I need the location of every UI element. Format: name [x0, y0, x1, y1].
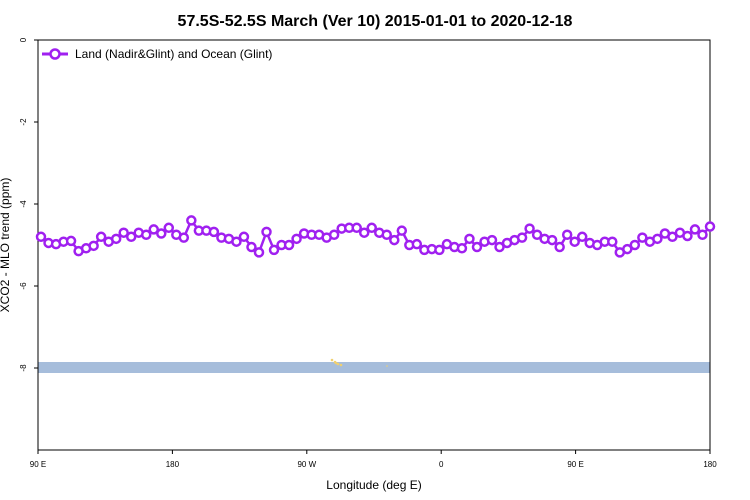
data-point	[186, 215, 197, 226]
data-point	[65, 235, 77, 247]
y-tick-label: 0	[19, 37, 28, 42]
y-tick-label: -4	[19, 200, 28, 208]
data-point	[110, 233, 122, 245]
data-point	[516, 232, 528, 243]
data-point	[156, 228, 167, 239]
legend-entry-label: Land (Nadir&Glint) and Ocean (Glint)	[75, 47, 272, 61]
data-point	[231, 236, 242, 247]
land-patch	[339, 363, 343, 367]
data-point	[88, 240, 99, 252]
x-tick-label: 90 W	[297, 460, 316, 469]
ocean-band	[38, 362, 710, 373]
data-point	[358, 227, 370, 238]
legend-marker-swatch	[49, 48, 61, 60]
data-point	[246, 241, 257, 253]
data-point	[667, 231, 678, 243]
land-patch	[330, 358, 334, 362]
data-point	[524, 223, 535, 234]
data-point	[637, 232, 648, 243]
data-point	[95, 231, 107, 243]
data-point	[238, 231, 250, 243]
land-patch	[386, 365, 388, 367]
y-axis-label: XCO2 - MLO trend (ppm)	[0, 178, 12, 313]
data-point	[607, 236, 618, 247]
chart-title: 57.5S-52.5S March (Ver 10) 2015-01-01 to…	[178, 13, 573, 30]
data-point	[494, 241, 505, 253]
data-point	[163, 222, 175, 234]
data-point	[682, 230, 693, 242]
data-point	[118, 227, 129, 238]
x-axis-label: Longitude (deg E)	[326, 478, 421, 492]
data-point	[622, 243, 633, 255]
land-patch	[334, 361, 338, 365]
data-point	[389, 234, 400, 246]
data-point	[411, 238, 423, 250]
x-axis: 90 E 180 90 W 0 90 E 180	[30, 450, 717, 469]
y-tick-label: -2	[19, 118, 28, 126]
data-point	[434, 244, 445, 256]
data-point	[652, 233, 663, 245]
data-point	[689, 224, 701, 235]
data-point	[569, 236, 580, 247]
data-point	[576, 231, 588, 243]
data-point	[328, 229, 340, 240]
data-point	[396, 225, 408, 236]
data-point	[208, 226, 220, 238]
y-tick-label: -6	[19, 282, 28, 290]
data-point	[531, 229, 543, 240]
plot-frame	[37, 39, 711, 451]
data-point	[471, 241, 483, 253]
data-point	[629, 239, 641, 251]
land-patch	[336, 362, 340, 366]
x-tick-label: 0	[439, 460, 444, 469]
data-point	[253, 247, 265, 258]
data-point	[456, 243, 468, 254]
data-point	[554, 241, 565, 253]
data-point	[178, 232, 190, 243]
data-point	[261, 226, 272, 238]
data-point	[351, 222, 362, 234]
data-point	[140, 229, 152, 240]
data-point	[464, 233, 475, 245]
data-point	[268, 244, 280, 256]
x-tick-label: 90 E	[30, 460, 46, 469]
legend: Land (Nadir&Glint) and Ocean (Glint)	[42, 47, 272, 61]
data-point	[35, 231, 47, 243]
data-point	[486, 234, 498, 246]
x-tick-label: 180	[703, 460, 717, 469]
series-layer	[35, 215, 716, 258]
data-point	[148, 224, 160, 235]
data-point	[546, 234, 558, 246]
data-point	[291, 233, 302, 245]
data-point	[697, 229, 708, 240]
data-point	[125, 231, 137, 243]
data-point	[283, 239, 295, 251]
x-tick-label: 90 E	[567, 460, 583, 469]
y-tick-label: -8	[19, 364, 28, 372]
land-ocean-band	[38, 358, 710, 373]
data-point	[704, 221, 716, 232]
data-point	[561, 229, 573, 240]
data-point	[366, 222, 377, 234]
x-tick-label: 180	[166, 460, 180, 469]
y-axis: 0 -2 -4 -6 -8	[19, 37, 38, 372]
data-point	[381, 229, 393, 240]
